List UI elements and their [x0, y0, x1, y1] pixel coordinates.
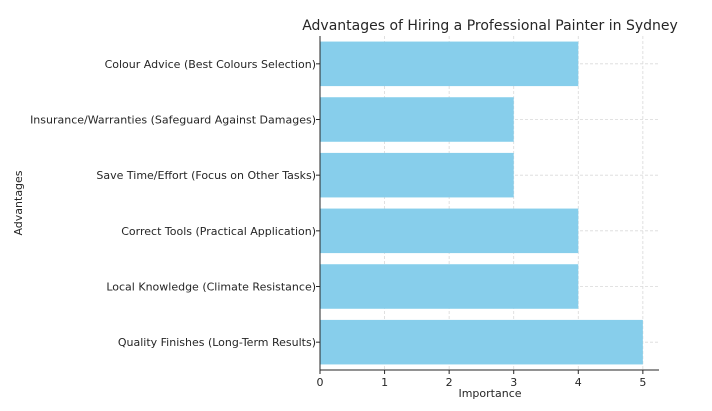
x-tick-label: 4: [575, 376, 582, 389]
x-axis-label: Importance: [458, 387, 521, 400]
bar: [320, 152, 514, 198]
y-tick-label: Colour Advice (Best Colours Selection): [105, 58, 316, 71]
bar: [320, 319, 643, 365]
chart-title: Advantages of Hiring a Professional Pain…: [302, 18, 678, 34]
y-tick-label: Quality Finishes (Long-Term Results): [118, 336, 316, 349]
tick-labels: 0 1 2 3 4 5 Quality Finishes (Long-Term Result…: [30, 58, 646, 389]
y-tick-label: Save Time/Effort (Focus on Other Tasks): [96, 169, 316, 182]
x-tick-label: 3: [510, 376, 517, 389]
x-tick-label: 0: [317, 376, 324, 389]
bar: [320, 97, 514, 142]
bar: [320, 41, 579, 87]
y-tick-label: Insurance/Warranties (Safeguard Against …: [30, 114, 316, 127]
x-tick-label: 2: [446, 376, 453, 389]
x-tick-label: 5: [639, 376, 646, 389]
bar: [320, 264, 579, 309]
bars: [320, 41, 643, 365]
y-tick-label: Local Knowledge (Climate Resistance): [106, 281, 316, 294]
y-tick-label: Correct Tools (Practical Application): [121, 225, 316, 238]
bar: [320, 208, 579, 254]
axes: [316, 36, 659, 374]
y-axis-label: Advantages: [12, 170, 25, 235]
x-tick-label: 1: [381, 376, 388, 389]
